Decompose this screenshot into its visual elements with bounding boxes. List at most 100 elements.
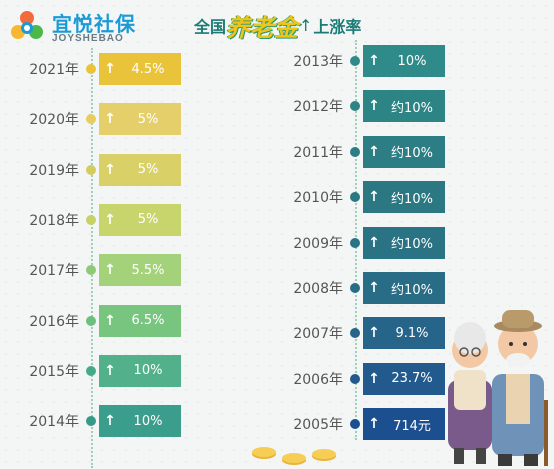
timeline-row: 2012年 ↑ 约10%: [293, 90, 475, 123]
increase-rate-value: 6.5%: [131, 313, 165, 328]
year-label: 2015年: [29, 363, 79, 380]
year-label: 2021年: [29, 62, 79, 78]
timeline-dot: [350, 237, 360, 248]
up-arrow-icon: ↑: [368, 416, 380, 433]
timeline-row: 2019年 ↑ 5%: [29, 153, 211, 186]
timeline-row: 2020年 ↑ 5%: [29, 103, 211, 136]
year-label: 2008年: [293, 281, 343, 297]
up-arrow-icon: ↑: [104, 161, 116, 178]
up-arrow-icon: ↑: [368, 98, 380, 115]
timeline-dot: [86, 365, 96, 376]
increase-rate-value: 5%: [137, 162, 159, 178]
elderly-couple-illustration: [448, 310, 548, 466]
title-suffix: 上涨率: [313, 17, 362, 37]
increase-rate-box: ↑ 5%: [99, 153, 181, 186]
timeline-row: 2014年 ↑ 10%: [29, 405, 211, 438]
year-label: 2010年: [293, 190, 343, 207]
increase-rate-box: ↑ 约10%: [363, 272, 445, 304]
increase-rate-box: ↑ 6.5%: [99, 304, 181, 337]
up-arrow-icon: ↑: [104, 413, 116, 430]
page-title: 全国养老金↑上涨率: [194, 8, 361, 44]
timeline-row: 2006年 ↑ 23.7%: [293, 362, 475, 395]
increase-rate-box: ↑ 10%: [99, 354, 181, 387]
timeline-dot: [350, 56, 360, 66]
up-arrow-icon: ↑: [368, 234, 380, 251]
increase-rate-box: ↑ 约10%: [363, 181, 445, 214]
increase-rate-box: ↑ 9.1%: [363, 317, 445, 350]
timeline-dot: [350, 101, 360, 112]
increase-rate-box: ↑ 5.5%: [99, 254, 181, 287]
timeline-dot: [86, 214, 96, 225]
year-label: 2011年: [293, 144, 343, 161]
up-arrow-icon: ↑: [368, 143, 380, 160]
timeline-row: 2011年 ↑ 约10%: [293, 135, 475, 168]
year-label: 2006年: [293, 371, 343, 388]
timeline-dot: [86, 265, 96, 276]
timeline-dot: [86, 114, 96, 125]
timeline-row: 2016年 ↑ 6.5%: [29, 304, 211, 337]
title-prefix: 全国: [194, 17, 227, 37]
up-arrow-icon: ↑: [104, 111, 116, 128]
increase-rate-value: 约10%: [391, 100, 433, 116]
year-label: 2007年: [293, 326, 343, 343]
up-arrow-icon: ↑: [104, 262, 116, 279]
year-label: 2017年: [29, 263, 79, 280]
logo-subtext: JOYSHEBAO: [52, 33, 124, 44]
up-arrow-icon: ↑: [368, 370, 380, 387]
title-up-arrow-icon: ↑: [299, 16, 313, 35]
year-label: 2019年: [29, 162, 79, 179]
increase-rate-value: 714元: [393, 418, 431, 434]
increase-rate-box: ↑ 714元: [363, 408, 445, 441]
timeline-row: 2010年 ↑ 约10%: [293, 181, 475, 214]
increase-rate-box: ↑ 10%: [99, 405, 181, 438]
increase-rate-value: 10%: [397, 53, 427, 69]
up-arrow-icon: ↑: [104, 362, 116, 379]
timeline-dot: [86, 164, 96, 175]
increase-rate-value: 10%: [133, 413, 163, 429]
year-label: 2013年: [293, 54, 343, 70]
timeline-row: 2015年 ↑ 10%: [29, 354, 211, 387]
timeline-left-line: [91, 48, 93, 468]
timeline-row: 2013年 ↑ 10%: [293, 45, 475, 77]
increase-rate-value: 5.5%: [131, 262, 165, 278]
logo-text: 宜悦社保: [52, 12, 136, 36]
increase-rate-value: 约10%: [391, 282, 433, 298]
increase-rate-value: 约10%: [391, 237, 433, 253]
year-label: 2012年: [293, 99, 343, 116]
increase-rate-value: 5%: [137, 212, 159, 228]
increase-rate-box: ↑ 23.7%: [363, 362, 445, 395]
timeline-row: 2007年 ↑ 9.1%: [293, 317, 475, 350]
timeline-dot: [350, 146, 360, 157]
timeline-dot: [350, 192, 360, 203]
up-arrow-icon: ↑: [104, 61, 116, 77]
timeline-dot: [86, 64, 96, 74]
coins-illustration: [252, 447, 336, 465]
year-label: 2020年: [29, 112, 79, 129]
year-label: 2018年: [29, 212, 79, 229]
timeline-row: 2017年 ↑ 5.5%: [29, 254, 211, 287]
logo-icon: [11, 11, 43, 39]
up-arrow-icon: ↑: [104, 312, 116, 329]
timeline-row: 2018年 ↑ 5%: [29, 203, 211, 236]
increase-rate-value: 约10%: [391, 191, 433, 207]
increase-rate-box: ↑ 4.5%: [99, 53, 181, 85]
timeline-dot: [350, 328, 360, 339]
increase-rate-value: 23.7%: [391, 371, 433, 387]
increase-rate-box: ↑ 10%: [363, 45, 445, 77]
title-highlight: 养老金: [226, 14, 299, 42]
up-arrow-icon: ↑: [368, 53, 380, 69]
up-arrow-icon: ↑: [368, 325, 380, 342]
timeline-dot: [350, 283, 360, 293]
timeline-dot: [86, 416, 96, 427]
increase-rate-box: ↑ 5%: [99, 103, 181, 136]
increase-rate-value: 约10%: [391, 146, 433, 162]
up-arrow-icon: ↑: [104, 211, 116, 228]
increase-rate-value: 4.5%: [131, 61, 165, 77]
increase-rate-value: 9.1%: [395, 325, 429, 341]
year-label: 2009年: [293, 235, 343, 252]
timeline-row: 2021年 ↑ 4.5%: [29, 53, 211, 85]
up-arrow-icon: ↑: [368, 189, 380, 206]
timeline-dot: [86, 315, 96, 326]
logo: 宜悦社保 JOYSHEBAO: [8, 6, 148, 50]
